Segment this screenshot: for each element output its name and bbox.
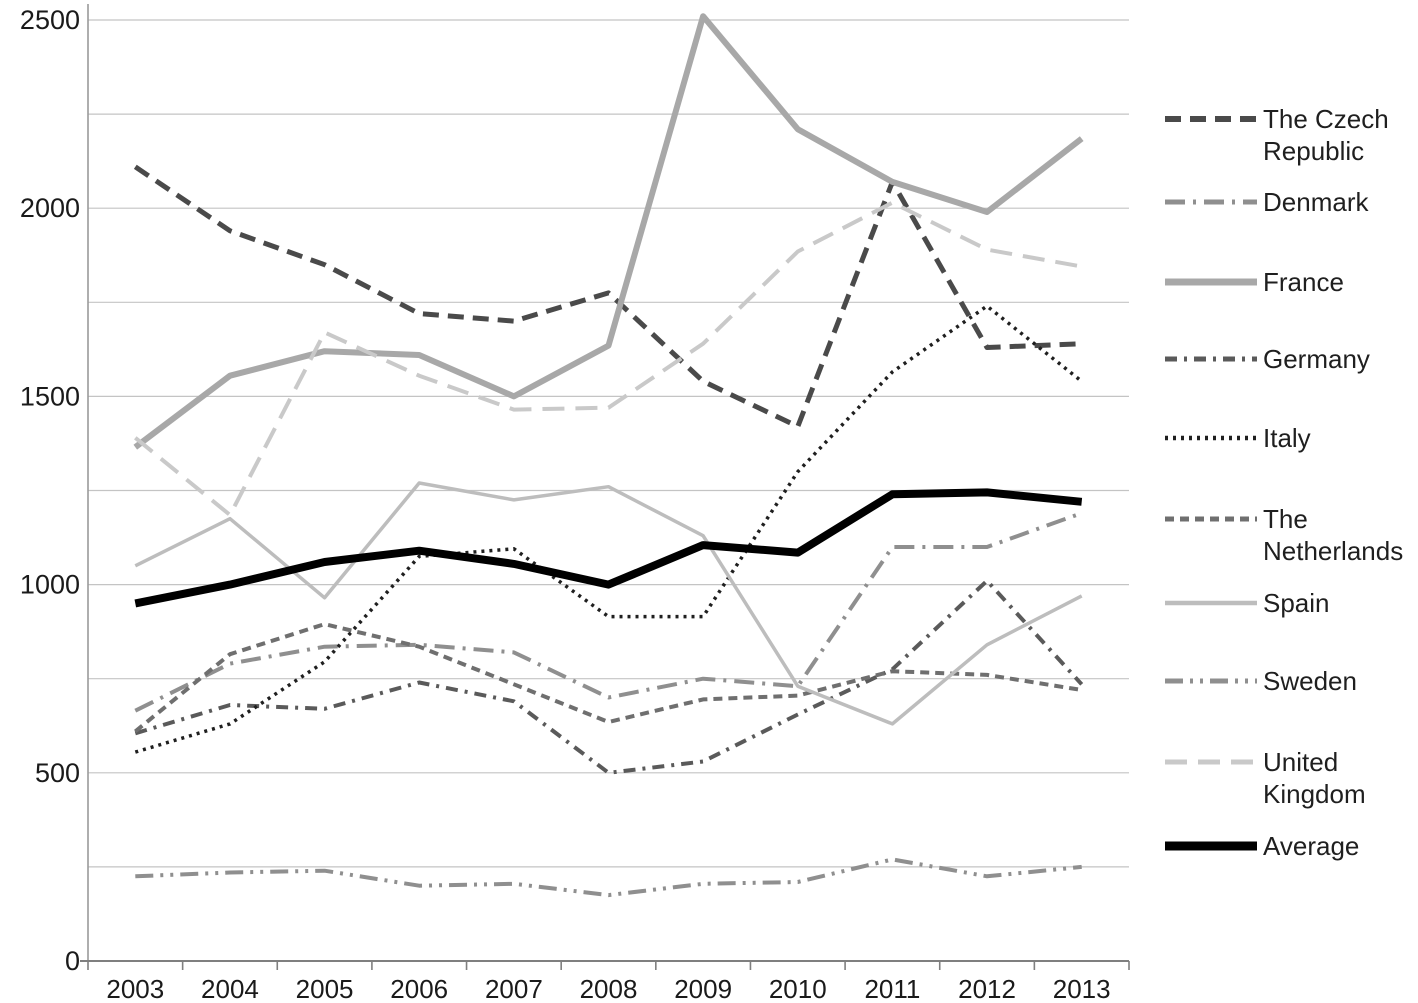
series-line-france: [133, 13, 1084, 450]
legend-line-sample-sweden: [1165, 678, 1257, 684]
axes: [80, 4, 1130, 970]
series-line-united-kingdom: [134, 200, 1083, 517]
series-line-denmark: [134, 511, 1083, 713]
legend-line-sample-france: [1165, 278, 1257, 286]
y-tick-label-1500: 1500: [20, 381, 80, 411]
legend-line-sample-average: [1165, 841, 1257, 851]
legend-label-sweden: Sweden: [1263, 666, 1357, 696]
x-tick-label-2012: 2012: [958, 974, 1016, 1003]
gridlines: [88, 19, 1129, 868]
legend-item-the-netherlands: The Netherlands: [1163, 503, 1418, 567]
legend-line-sample-germany: [1165, 356, 1257, 362]
legend-line-sample-denmark: [1165, 199, 1257, 205]
legend-label-france: France: [1263, 267, 1344, 297]
x-tick-label-2009: 2009: [674, 974, 732, 1003]
series-line-the-netherlands: [134, 622, 1083, 733]
legend-label-the-netherlands: The Netherlands: [1263, 504, 1404, 566]
legend-label-the-czech-republic: The Czech Republic: [1263, 104, 1389, 166]
y-tick-label-1000: 1000: [20, 570, 80, 600]
legend-label-spain: Spain: [1263, 588, 1330, 618]
legend-label-average: Average: [1263, 831, 1360, 861]
legend-item-france: France: [1163, 266, 1344, 298]
y-tick-label-2500: 2500: [20, 5, 80, 35]
legend-line-sample-spain: [1165, 600, 1257, 606]
legend-line-sample-united-kingdom: [1165, 759, 1257, 765]
legend-label-germany: Germany: [1263, 344, 1370, 374]
series-line-sweden: [135, 857, 1082, 898]
legend-item-italy: Italy: [1163, 422, 1311, 454]
series-line-the-czech-republic: [133, 164, 1082, 429]
legend-line-sample-the-netherlands: [1165, 516, 1257, 522]
y-tick-label-500: 500: [35, 758, 80, 788]
legend-line-sample-the-czech-republic: [1165, 116, 1257, 122]
x-tick-label-2010: 2010: [769, 974, 827, 1003]
y-tick-label-0: 0: [65, 946, 80, 976]
series-line-spain: [134, 481, 1083, 726]
y-axis-tick-labels: 0 500 1000 1500 2000 2500: [20, 5, 80, 976]
x-tick-label-2004: 2004: [201, 974, 259, 1003]
x-tick-label-2005: 2005: [296, 974, 354, 1003]
legend-item-united-kingdom: United Kingdom: [1163, 746, 1418, 810]
x-axis-tick-labels: 2003 2004 2005 2006 2007 2008 2009 2010 2011 2012…: [106, 974, 1110, 1003]
chart-legend: The Czech Republic Denmark France Germany It…: [1163, 0, 1418, 1003]
legend-item-average: Average: [1163, 830, 1359, 862]
x-tick-label-2007: 2007: [485, 974, 543, 1003]
legend-item-the-czech-republic: The Czech Republic: [1163, 103, 1418, 167]
x-tick-label-2011: 2011: [864, 974, 920, 1003]
legend-line-sample-italy: [1165, 435, 1257, 441]
legend-item-sweden: Sweden: [1163, 665, 1357, 697]
series-line-germany: [134, 578, 1084, 775]
y-tick-label-2000: 2000: [20, 193, 80, 223]
legend-item-spain: Spain: [1163, 587, 1330, 619]
x-tick-label-2006: 2006: [390, 974, 448, 1003]
series-line-italy: [134, 304, 1083, 754]
x-tick-label-2008: 2008: [580, 974, 638, 1003]
legend-item-germany: Germany: [1163, 343, 1370, 375]
legend-item-denmark: Denmark: [1163, 186, 1368, 218]
x-tick-label-2013: 2013: [1053, 974, 1111, 1003]
legend-label-italy: Italy: [1263, 423, 1311, 453]
legend-label-united-kingdom: United Kingdom: [1263, 747, 1366, 809]
series-line-average: [134, 488, 1083, 608]
legend-label-denmark: Denmark: [1263, 187, 1369, 217]
x-tick-label-2003: 2003: [106, 974, 164, 1003]
